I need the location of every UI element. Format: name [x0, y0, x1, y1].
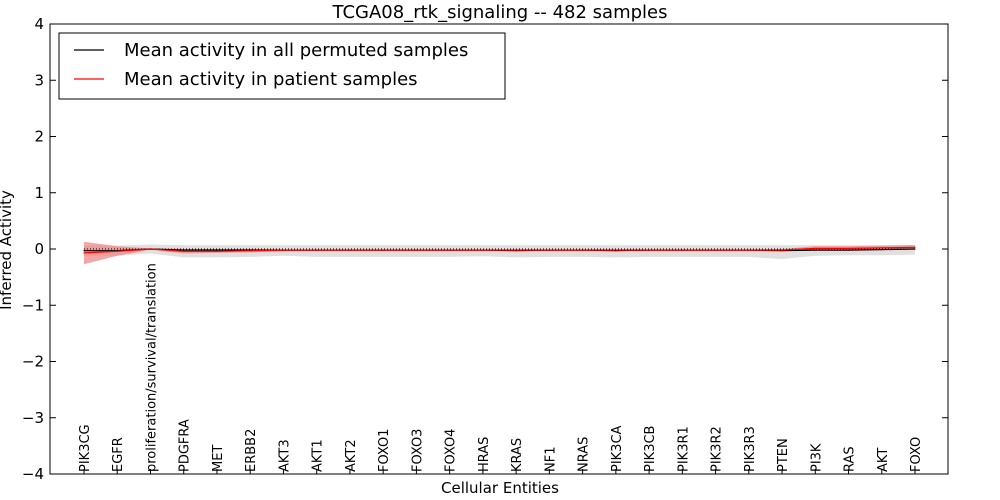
plot-area-frame — [49, 23, 949, 475]
line-mean-activity-in-patient-samples — [83, 246, 916, 254]
point-mean-activity-in-patient-samples-pik3r3 — [748, 249, 750, 251]
xtick-label-akt3: AKT3 — [277, 439, 292, 472]
point-mean-activity-in-patient-samples-akt3 — [282, 249, 285, 251]
legend-label-patient: Mean activity in patient samples — [124, 69, 418, 90]
xtick-label-foxo4: FOXO4 — [444, 429, 459, 472]
point-mean-activity-in-patient-samples-pik3r1 — [681, 249, 683, 251]
xtick-label-nf1: NF1 — [543, 447, 558, 472]
point-mean-activity-in-patient-samples-pdgfra — [183, 250, 185, 252]
point-mean-activity-in-patient-samples-pi3k — [814, 247, 816, 250]
point-mean-activity-in-patient-samples-nf1 — [548, 249, 550, 251]
xtick-label-foxo1: FOXO1 — [377, 429, 392, 472]
xtick-label-hras: HRAS — [477, 437, 492, 472]
ytick-label: 4 — [34, 15, 44, 33]
point-mean-activity-in-patient-samples-pik3cb — [648, 249, 650, 251]
xtick-label-pten: PTEN — [776, 438, 791, 472]
xtick-label-erbb2: ERBB2 — [244, 429, 259, 472]
x-axis-label: Cellular Entities — [441, 479, 559, 497]
point-mean-activity-in-patient-samples-erbb2 — [249, 250, 251, 252]
legend: Mean activity in all permuted samples Me… — [58, 32, 506, 100]
point-mean-activity-in-patient-samples-foxo3 — [415, 249, 417, 251]
xtick-label-met: MET — [211, 445, 226, 472]
point-mean-activity-in-all-permuted-samples-ras — [847, 249, 850, 251]
xtick-label-pik3cb: PIK3CB — [643, 426, 658, 472]
point-mean-activity-in-all-permuted-samples-akt — [881, 248, 883, 251]
point-mean-activity-in-patient-samples-pik3ca — [615, 249, 617, 251]
xtick-label-pik3r2: PIK3R2 — [710, 426, 725, 472]
ytick-label: −2 — [22, 353, 44, 371]
ytick-label: 2 — [34, 128, 44, 146]
xtick-label-pik3cg: PIK3CG — [78, 424, 93, 472]
point-mean-activity-in-patient-samples-proliferation-survival-translation — [149, 248, 152, 250]
point-mean-activity-in-patient-samples-akt2 — [349, 249, 351, 251]
xtick-label-nras: NRAS — [577, 437, 592, 472]
point-mean-activity-in-patient-samples-hras — [482, 249, 484, 251]
xtick-label-akt1: AKT1 — [311, 439, 326, 472]
xtick-label-ras: RAS — [843, 446, 858, 472]
point-mean-activity-in-patient-samples-foxo1 — [382, 249, 384, 251]
xtick-label-proliferation-survival-translation: proliferation/survival/translation — [144, 263, 159, 472]
point-mean-activity-in-patient-samples-foxo4 — [449, 249, 451, 251]
xtick-label-pik3r3: PIK3R3 — [743, 426, 758, 472]
ytick-label: −1 — [22, 296, 44, 314]
ytick-label: −3 — [22, 409, 44, 427]
point-mean-activity-in-all-permuted-samples-pdgfra — [183, 249, 185, 251]
point-mean-activity-in-patient-samples-pik3cg — [83, 252, 85, 254]
point-mean-activity-in-patient-samples-kras — [515, 249, 517, 251]
xtick-label-akt: AKT — [876, 448, 891, 472]
point-mean-activity-in-all-permuted-samples-pi3k — [814, 249, 816, 251]
point-mean-activity-in-patient-samples-pik3r2 — [714, 249, 717, 251]
legend-box — [58, 32, 506, 100]
xtick-label-foxo3: FOXO3 — [410, 429, 425, 472]
xtick-label-egfr: EGFR — [111, 437, 126, 472]
point-mean-activity-in-all-permuted-samples-foxo — [914, 248, 916, 250]
ytick-label: −4 — [22, 465, 44, 483]
point-mean-activity-in-patient-samples-egfr — [116, 250, 118, 252]
point-mean-activity-in-patient-samples-met — [216, 250, 218, 252]
point-mean-activity-in-all-permuted-samples-met — [216, 249, 218, 251]
point-mean-activity-in-patient-samples-pten — [781, 249, 783, 251]
ytick-label: 0 — [34, 240, 44, 258]
ytick-label: 3 — [34, 71, 44, 89]
chart-title: TCGA08_rtk_signaling -- 482 samples — [332, 2, 668, 23]
point-mean-activity-in-patient-samples-foxo — [914, 246, 916, 248]
point-mean-activity-in-patient-samples-akt1 — [316, 249, 318, 251]
point-mean-activity-in-patient-samples-akt — [881, 247, 883, 249]
xtick-label-pik3r1: PIK3R1 — [676, 426, 691, 472]
point-mean-activity-in-patient-samples-ras — [847, 247, 850, 250]
xtick-label-pik3ca: PIK3CA — [610, 425, 625, 472]
legend-label-permuted: Mean activity in all permuted samples — [124, 40, 468, 61]
xtick-label-pdgfra: PDGFRA — [178, 419, 193, 472]
point-mean-activity-in-patient-samples-nras — [582, 249, 584, 251]
y-axis-label: Inferred Activity — [0, 190, 15, 310]
xtick-label-kras: KRAS — [510, 438, 525, 472]
xtick-label-foxo: FOXO — [909, 437, 924, 472]
xtick-label-akt2: AKT2 — [344, 439, 359, 472]
band-mean-activity-in-all-permuted-samples — [84, 244, 915, 260]
ytick-label: 1 — [34, 184, 44, 202]
point-mean-activity-in-all-permuted-samples-pik3cg — [83, 250, 85, 252]
xtick-label-pi3k: PI3K — [809, 443, 824, 472]
